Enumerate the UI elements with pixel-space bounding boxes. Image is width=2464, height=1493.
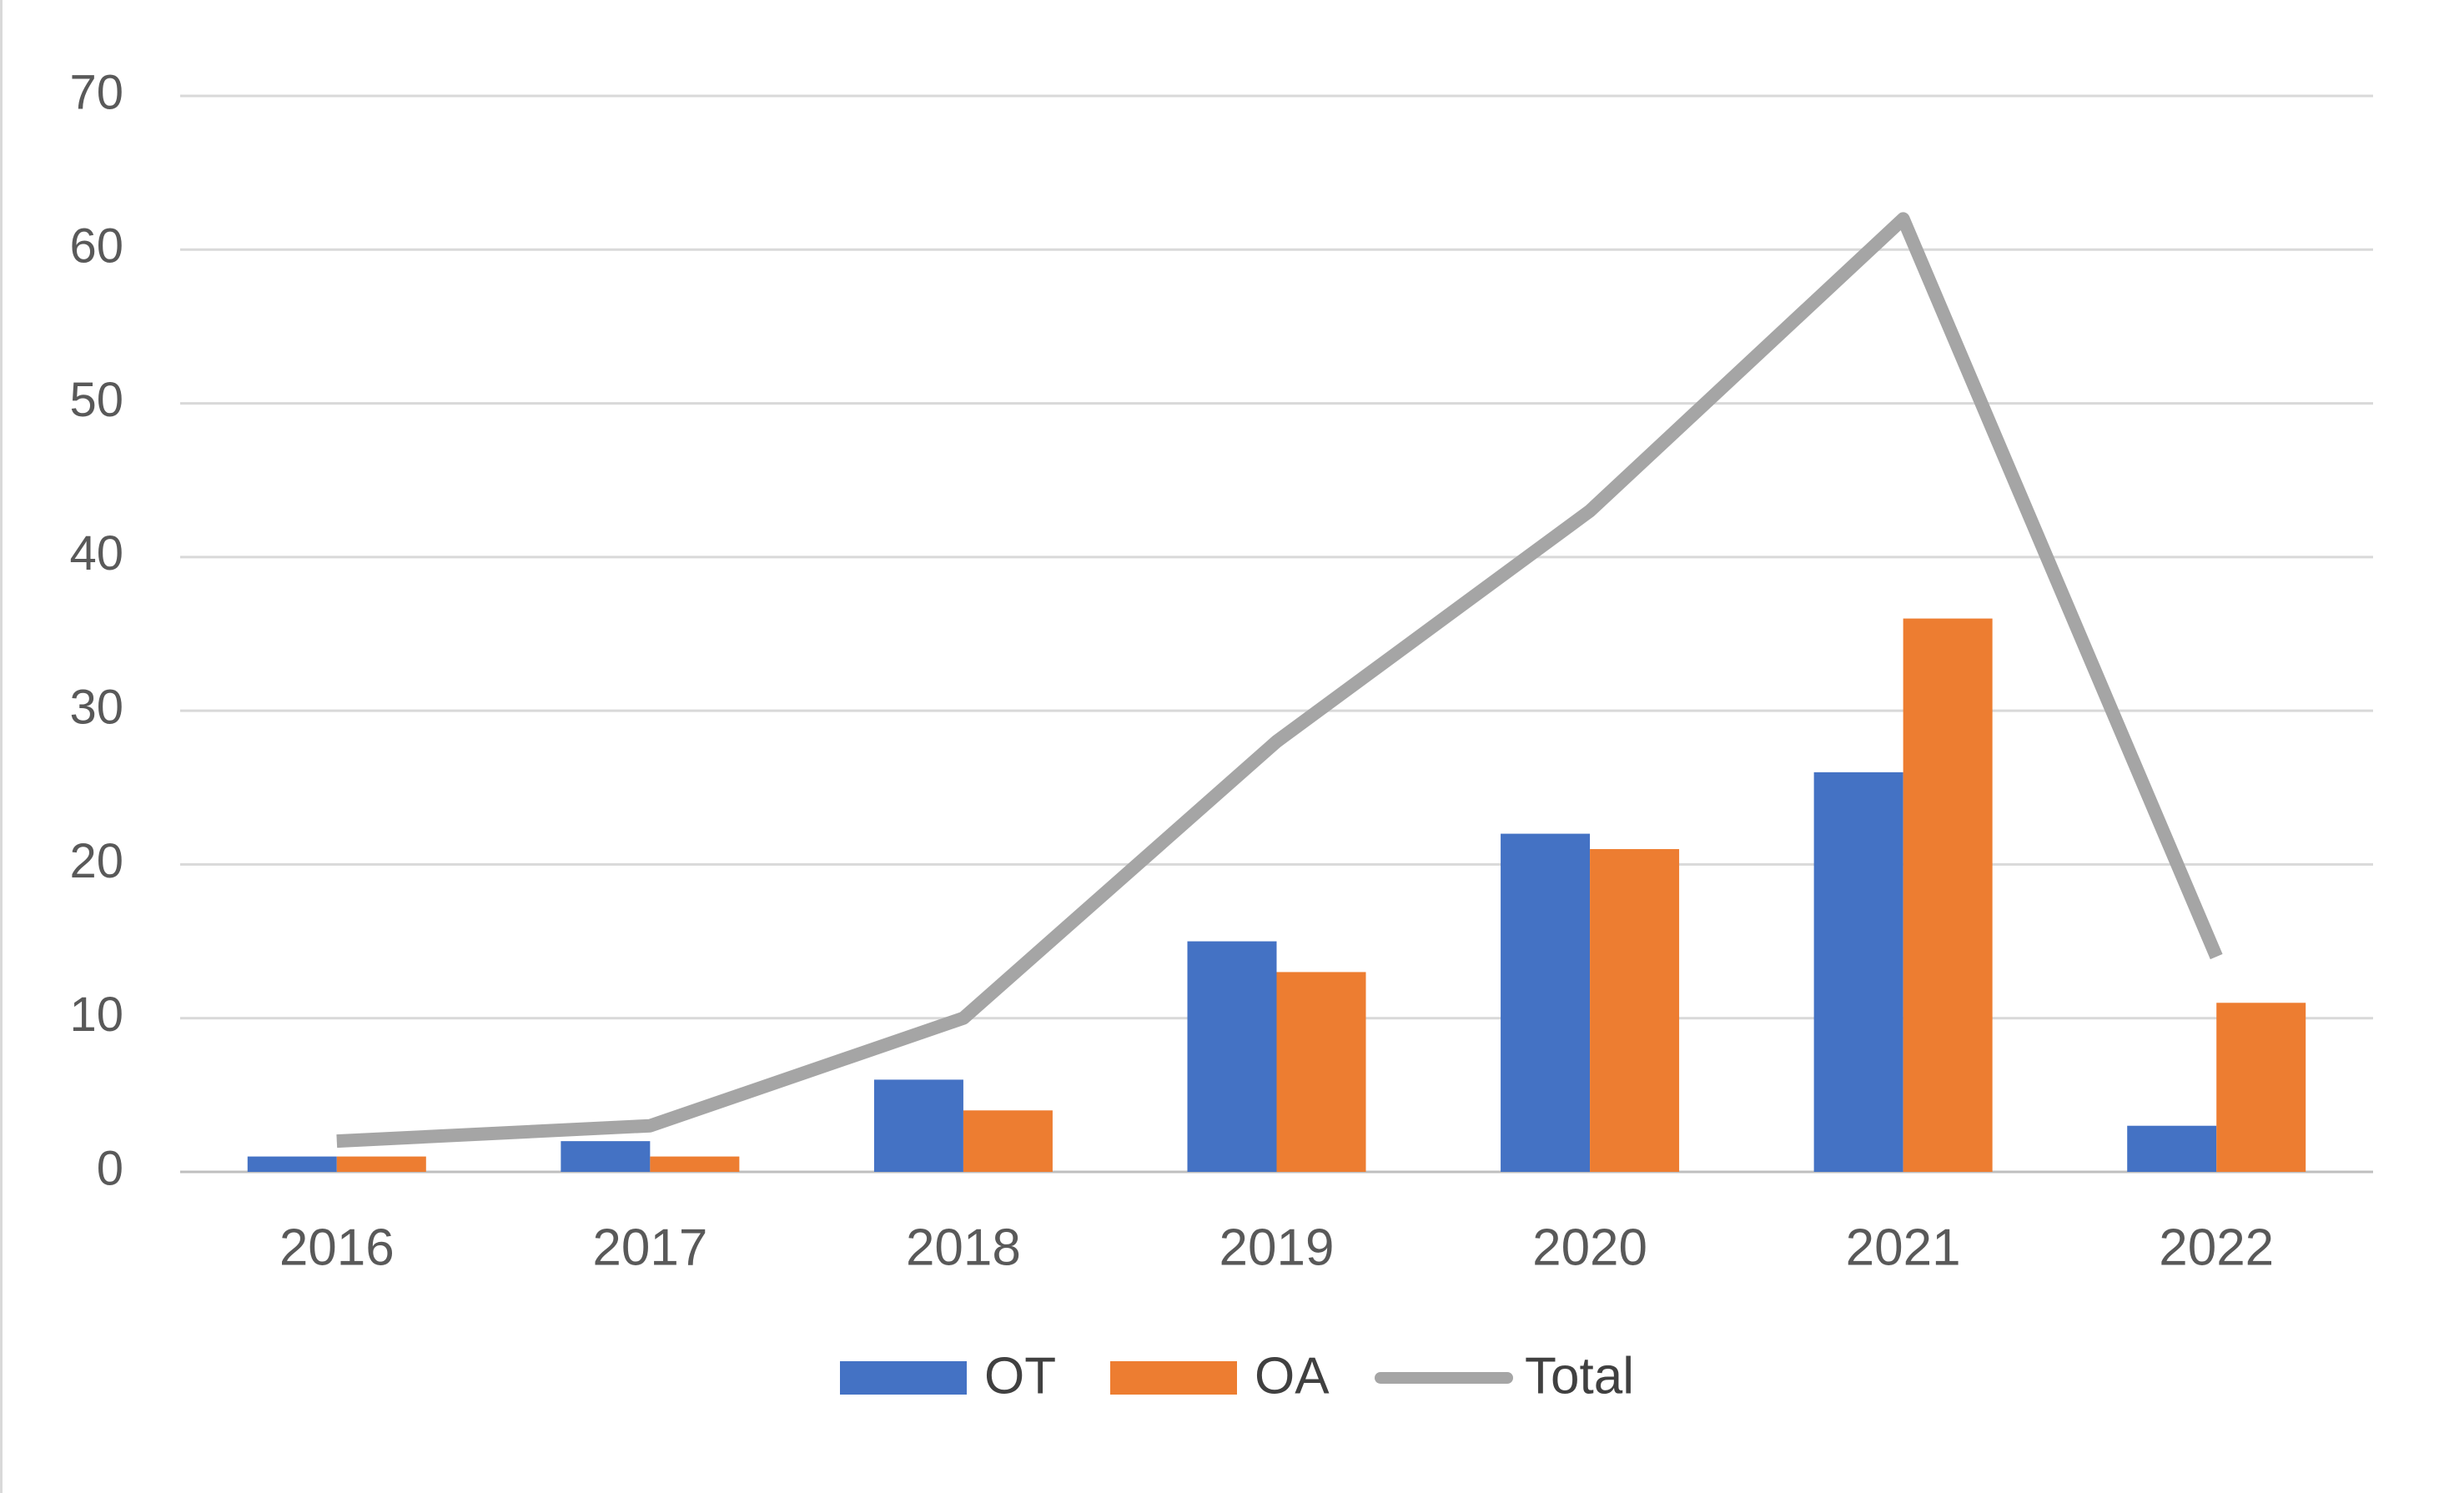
y-tick-label: 40 [69, 526, 123, 581]
bar-ot-2017 [561, 1141, 651, 1172]
combo-chart: 0 10 20 30 40 50 60 70 2016 2017 2018 2019 2020 2021… [69, 65, 2373, 1405]
bar-oa-2016 [336, 1156, 426, 1172]
bar-ot-2018 [873, 1079, 963, 1172]
legend-swatch-oa [1110, 1361, 1237, 1395]
bars [247, 618, 2306, 1172]
bar-oa-2017 [650, 1156, 740, 1172]
legend-swatch-ot [840, 1361, 967, 1395]
bar-ot-2022 [2127, 1125, 2217, 1172]
bar-ot-2021 [1813, 772, 1903, 1172]
y-axis-ticks: 0 10 20 30 40 50 60 70 [69, 65, 123, 1195]
legend-label-ot: OT [984, 1347, 1056, 1405]
x-tick-label-2017: 2017 [592, 1219, 707, 1276]
x-tick-label-2018: 2018 [906, 1219, 1021, 1276]
y-tick-label: 50 [69, 373, 123, 427]
bar-ot-2020 [1501, 833, 1591, 1172]
bar-oa-2022 [2216, 1003, 2306, 1172]
bar-ot-2016 [247, 1156, 337, 1172]
y-tick-label: 30 [69, 680, 123, 734]
bar-ot-2019 [1187, 941, 1277, 1172]
bar-oa-2018 [963, 1110, 1053, 1172]
y-tick-label: 0 [97, 1141, 123, 1195]
legend: OT OA Total [840, 1347, 1634, 1405]
x-axis-ticks: 2016 2017 2018 2019 2020 2021 2022 [279, 1219, 2274, 1276]
legend-label-oa: OA [1255, 1347, 1330, 1405]
y-tick-label: 20 [69, 834, 123, 888]
y-tick-label: 70 [69, 65, 123, 119]
bar-oa-2019 [1276, 972, 1366, 1172]
legend-label-total: Total [1525, 1347, 1634, 1405]
x-tick-label-2020: 2020 [1532, 1219, 1647, 1276]
x-tick-label-2021: 2021 [1846, 1219, 1961, 1276]
x-tick-label-2022: 2022 [2159, 1219, 2274, 1276]
y-tick-label: 10 [69, 988, 123, 1042]
bar-oa-2021 [1903, 618, 1993, 1172]
bar-oa-2020 [1590, 849, 1680, 1172]
total-line [336, 212, 2223, 1149]
y-tick-label: 60 [69, 219, 123, 274]
x-tick-label-2019: 2019 [1219, 1219, 1335, 1276]
x-tick-label-2016: 2016 [279, 1219, 395, 1276]
gridlines [180, 94, 2373, 1174]
